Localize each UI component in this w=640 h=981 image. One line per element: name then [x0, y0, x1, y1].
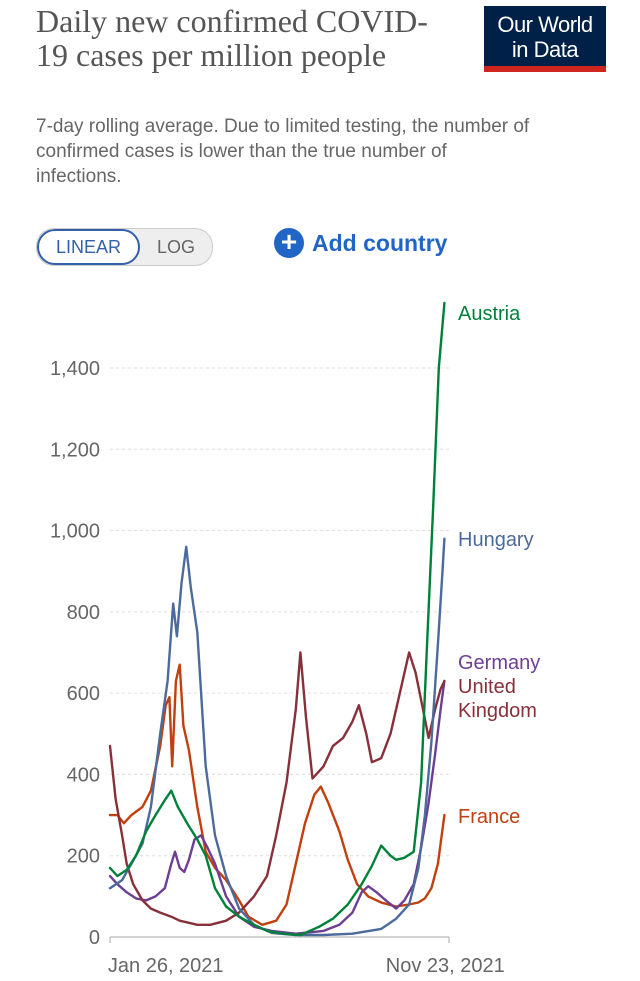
y-tick-label: 800 [67, 602, 100, 624]
x-axis: Jan 26, 2021 Nov 23, 2021 [108, 936, 505, 977]
y-tick-label: 600 [67, 683, 100, 705]
scale-toggle[interactable]: LINEAR LOG [36, 228, 214, 266]
y-tick-label: 1,200 [50, 439, 100, 461]
y-tick-label: 0 [89, 927, 100, 949]
series-label-united-kingdom: United [458, 676, 516, 698]
chart-title: Daily new confirmed COVID-19 cases per m… [36, 3, 428, 73]
series-line-hungary[interactable] [108, 537, 446, 937]
y-tick-label: 200 [67, 846, 100, 868]
series-label-united-kingdom: Kingdom [458, 700, 537, 722]
plus-icon: + [274, 228, 304, 258]
series-line-united-kingdom[interactable] [108, 651, 446, 926]
series-label-austria: Austria [458, 303, 521, 325]
add-country-label: Add country [312, 229, 448, 256]
chart-subtitle: 7-day rolling average. Due to limited te… [36, 116, 530, 187]
series-line-austria[interactable] [108, 301, 446, 937]
series-label-germany: Germany [458, 652, 540, 674]
logo-line2: in Data [511, 37, 579, 62]
y-tick-label: 400 [67, 764, 100, 786]
series-lines [108, 301, 446, 937]
series-label-hungary: Hungary [458, 529, 534, 551]
logo-accent-bar [484, 66, 606, 72]
x-tick-label: Jan 26, 2021 [108, 955, 224, 977]
x-tick-label: Nov 23, 2021 [386, 955, 505, 977]
series-line-france[interactable] [108, 663, 446, 926]
owid-logo[interactable]: Our World in Data [484, 6, 606, 72]
y-tick-label: 1,400 [50, 358, 100, 380]
log-scale-button[interactable]: LOG [157, 237, 196, 257]
gridlines [110, 367, 449, 857]
y-axis-ticks: 0 200 400 600 800 1,000 1,200 1,400 [50, 358, 100, 949]
logo-line1: Our World [497, 12, 593, 37]
series-label-france: France [458, 806, 520, 828]
linear-scale-button[interactable]: LINEAR [37, 229, 141, 265]
y-tick-label: 1,000 [50, 521, 100, 543]
add-country-button[interactable]: + Add country [274, 228, 447, 258]
line-chart: 0 200 400 600 800 1,000 1,200 1,400 Jan 26, 202… [50, 301, 540, 977]
